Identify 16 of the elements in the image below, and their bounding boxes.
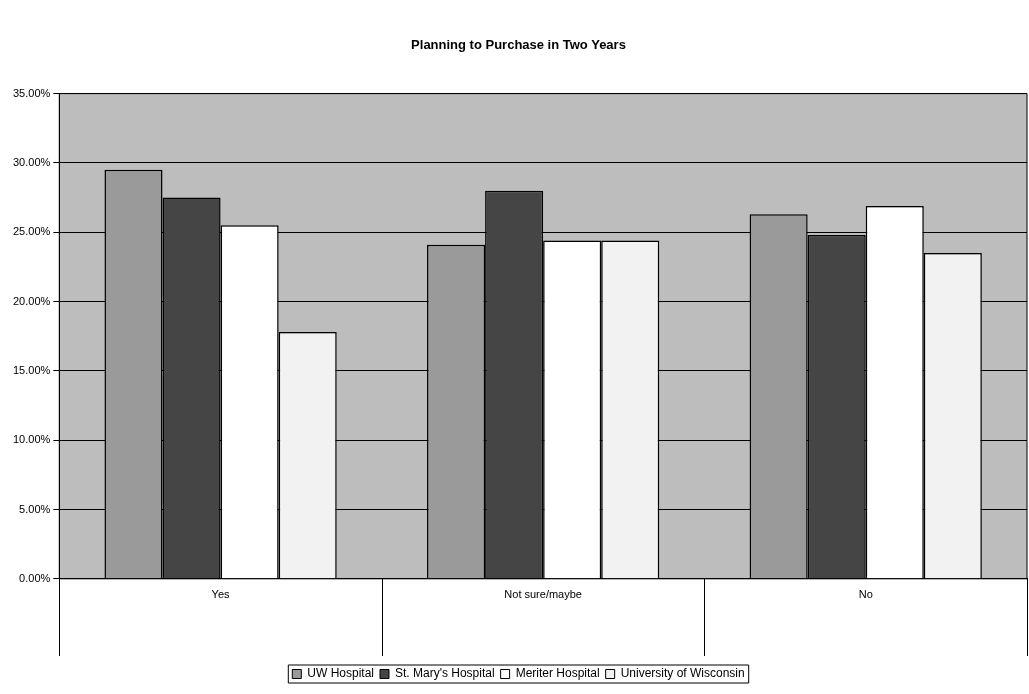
- x-tick-label: Not sure/maybe: [504, 588, 582, 601]
- x-tick-label: Yes: [211, 588, 231, 601]
- y-tick-label: 25.00%: [13, 225, 51, 238]
- legend-label: University of Wisconsin: [620, 666, 745, 681]
- x-tick-label: No: [858, 588, 873, 601]
- y-tick-label: 5.00%: [19, 502, 51, 515]
- y-tick-label: 35.00%: [13, 86, 51, 99]
- y-tick-label: 10.00%: [13, 433, 51, 446]
- legend-label: Meriter Hospital: [515, 666, 600, 681]
- chart-title: Planning to Purchase in Two Years: [411, 37, 626, 53]
- y-tick-label: 15.00%: [13, 363, 51, 376]
- y-tick-label: 30.00%: [13, 155, 51, 168]
- legend-label: UW Hospital: [307, 666, 374, 681]
- legend-label: St. Mary's Hospital: [394, 666, 495, 681]
- y-tick-label: 20.00%: [13, 294, 51, 307]
- y-tick-label: 0.00%: [19, 571, 51, 584]
